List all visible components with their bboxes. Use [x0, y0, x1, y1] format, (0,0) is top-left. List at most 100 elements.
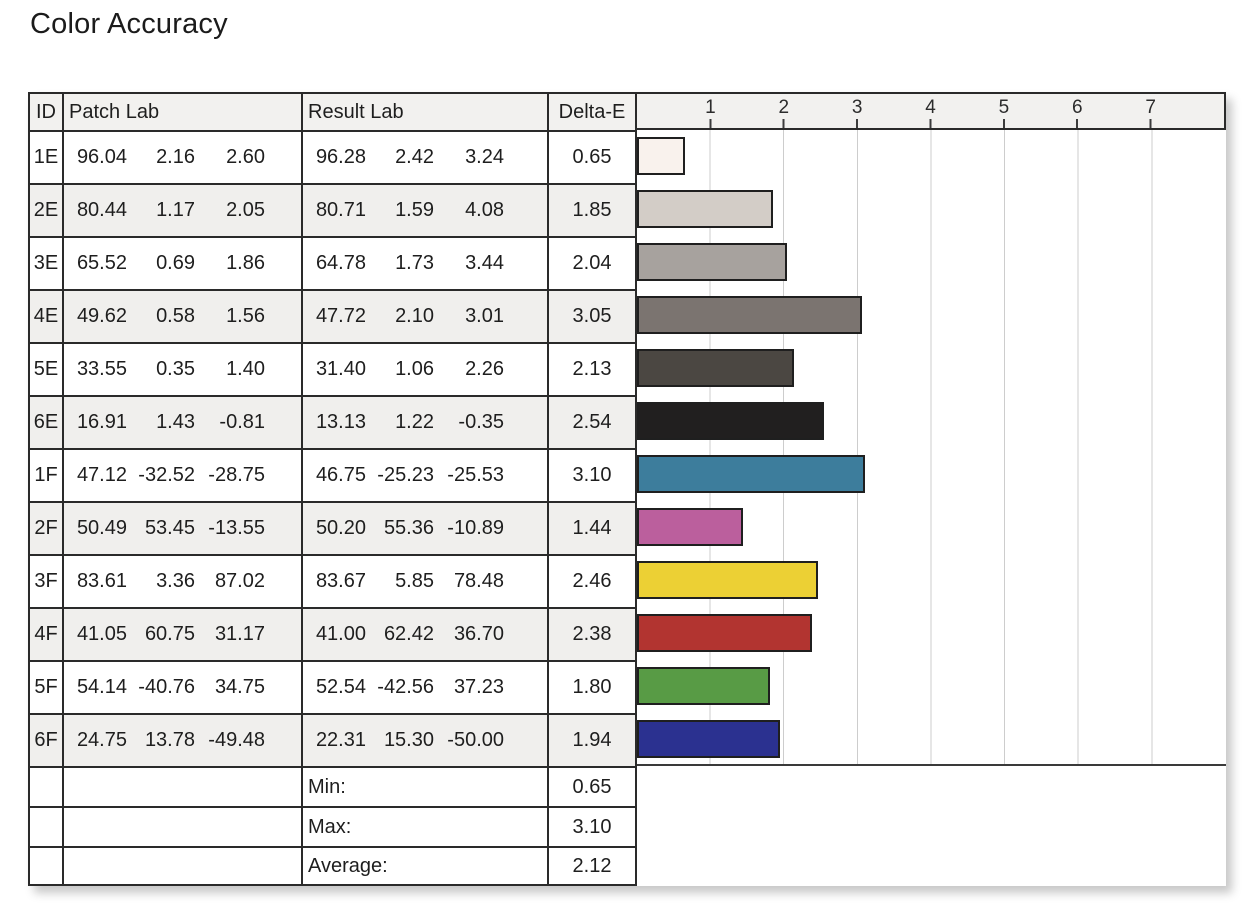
lab-number: 52.54 [315, 676, 366, 698]
lab-number: 1.17 [156, 199, 195, 221]
lab-number: 22.31 [315, 729, 366, 751]
lab-number: 53.45 [144, 517, 195, 539]
patch-id-cell: 5E [28, 342, 62, 395]
lab-number: 31.40 [315, 358, 366, 380]
delta-e-bar [637, 561, 819, 599]
lab-number: -25.53 [447, 464, 504, 486]
delta-e-value-cell: 1.80 [547, 660, 637, 713]
result-lab-cell: 52.54 -42.56 37.23 [301, 660, 547, 713]
lab-number: 1.59 [395, 199, 434, 221]
axis-tick-label: 7 [1145, 97, 1156, 118]
chart-row [637, 289, 1226, 342]
chart-row [637, 236, 1226, 289]
delta-e-bar [637, 455, 866, 493]
lab-number: 37.23 [453, 676, 504, 698]
patch-id-cell: 6F [28, 713, 62, 766]
patch-lab-cell: 41.05 60.75 31.17 [62, 607, 301, 660]
lab-number: -28.75 [208, 464, 265, 486]
delta-e-bar [637, 137, 685, 175]
summary-label-cell: Average: [301, 846, 547, 886]
delta-e-value-cell: 1.85 [547, 183, 637, 236]
column-header-patch-lab: Patch Lab [62, 92, 301, 130]
axis-tick-label: 5 [998, 97, 1010, 118]
result-lab-cell: 96.28 2.42 3.24 [301, 130, 547, 183]
lab-number: 0.69 [156, 252, 195, 274]
result-lab-cell: 47.72 2.10 3.01 [301, 289, 547, 342]
patch-lab-cell: 33.55 0.35 1.40 [62, 342, 301, 395]
lab-number: 33.55 [76, 358, 127, 380]
patch-id-cell: 4F [28, 607, 62, 660]
chart-row [637, 448, 1226, 501]
column-header-result-lab: Result Lab [301, 92, 547, 130]
delta-e-value-cell: 2.04 [547, 236, 637, 289]
delta-e-bar [637, 667, 770, 705]
lab-number: 2.26 [465, 358, 504, 380]
lab-number: -49.48 [208, 729, 265, 751]
axis-tick-label: 3 [851, 97, 863, 118]
lab-number: 1.56 [226, 305, 265, 327]
delta-e-bar [637, 402, 824, 440]
lab-number: 47.12 [76, 464, 127, 486]
result-lab-cell: 46.75 -25.23 -25.53 [301, 448, 547, 501]
axis-tick-label: 1 [705, 97, 716, 118]
delta-e-bar [637, 296, 862, 334]
lab-number: 62.42 [383, 623, 434, 645]
lab-number: 78.48 [453, 570, 504, 592]
delta-e-bar [637, 614, 813, 652]
chart-row [637, 554, 1226, 607]
lab-number: 3.01 [465, 305, 504, 327]
summary-empty-patch-cell [62, 806, 301, 846]
lab-number: 0.35 [156, 358, 195, 380]
lab-number: 1.86 [226, 252, 265, 274]
summary-empty-patch-cell [62, 766, 301, 806]
axis-tick-label: 4 [925, 97, 936, 118]
lab-number: 16.91 [76, 411, 127, 433]
lab-number: 13.13 [315, 411, 366, 433]
delta-e-bar [637, 349, 794, 387]
delta-e-value-cell: 2.54 [547, 395, 637, 448]
patch-lab-cell: 16.91 1.43 -0.81 [62, 395, 301, 448]
lab-number: -25.23 [377, 464, 434, 486]
result-lab-cell: 50.20 55.36 -10.89 [301, 501, 547, 554]
chart-row [637, 183, 1226, 236]
summary-empty-id-cell [28, 766, 62, 806]
chart-empty-area [637, 806, 1226, 846]
result-lab-cell: 80.71 1.59 4.08 [301, 183, 547, 236]
lab-number: 96.04 [76, 146, 127, 168]
lab-number: 96.28 [315, 146, 366, 168]
chart-row [637, 342, 1226, 395]
lab-number: 0.58 [156, 305, 195, 327]
lab-number: -0.35 [458, 411, 504, 433]
patch-id-cell: 3E [28, 236, 62, 289]
delta-e-value-cell: 1.44 [547, 501, 637, 554]
patch-id-cell: 4E [28, 289, 62, 342]
lab-number: 41.00 [315, 623, 366, 645]
summary-value-cell: 0.65 [547, 766, 637, 806]
column-header-id: ID [28, 92, 62, 130]
chart-row [637, 660, 1226, 713]
delta-e-bar [637, 508, 744, 546]
lab-number: 36.70 [453, 623, 504, 645]
result-lab-cell: 22.31 15.30 -50.00 [301, 713, 547, 766]
lab-number: 55.36 [383, 517, 434, 539]
delta-e-value-cell: 2.13 [547, 342, 637, 395]
axis-tick-label: 2 [778, 97, 790, 118]
delta-e-value-cell: 1.94 [547, 713, 637, 766]
patch-id-cell: 1F [28, 448, 62, 501]
lab-number: 49.62 [76, 305, 127, 327]
lab-number: 50.49 [76, 517, 127, 539]
delta-e-value-cell: 0.65 [547, 130, 637, 183]
lab-number: -13.55 [208, 517, 265, 539]
lab-number: -42.56 [377, 676, 434, 698]
lab-number: -0.81 [219, 411, 265, 433]
delta-e-bar [637, 243, 788, 281]
result-lab-cell: 64.78 1.73 3.44 [301, 236, 547, 289]
lab-number: 3.24 [465, 146, 504, 168]
lab-number: 87.02 [214, 570, 265, 592]
patch-lab-cell: 54.14 -40.76 34.75 [62, 660, 301, 713]
lab-number: 31.17 [214, 623, 265, 645]
lab-number: 4.08 [465, 199, 504, 221]
chart-row [637, 713, 1226, 766]
patch-id-cell: 2E [28, 183, 62, 236]
